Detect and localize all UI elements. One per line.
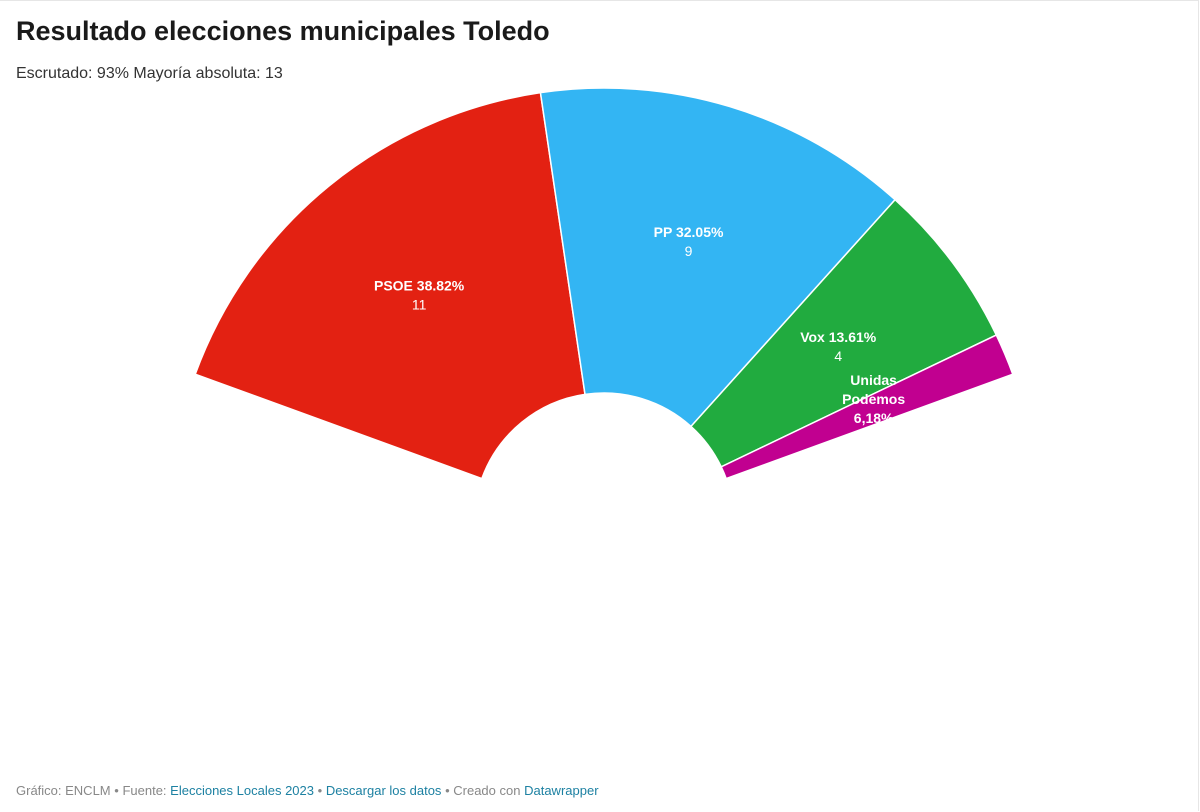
segment-party-label: Unidas [850, 372, 897, 388]
footer-source-link[interactable]: Elecciones Locales 2023 [170, 783, 314, 798]
chart-segments [194, 87, 1014, 480]
segment-seats-label: 4 [834, 348, 842, 364]
footer-download-link[interactable]: Descargar los datos [325, 783, 442, 798]
footer-source-prefix: Fuente: [122, 783, 167, 798]
segment-party-label: Vox 13.61% [800, 329, 877, 345]
chart-title: Resultado elecciones municipales Toledo [16, 16, 550, 46]
segment-party-label: 6,18% [854, 410, 894, 426]
segment-seats-label: 11 [412, 297, 427, 313]
footer-separator: • [445, 783, 450, 798]
segment-party-label: PSOE 38.82% [374, 278, 465, 294]
segment-party-label: Podemos [842, 391, 905, 407]
chart-subtitle: Escrutado: 93% Mayoría absoluta: 13 [16, 65, 283, 82]
footer-created-prefix: Creado con [453, 783, 521, 798]
segment-unidas-podemos[interactable] [720, 334, 1014, 480]
footer-separator: • [317, 783, 323, 798]
footer-tool-link[interactable]: Datawrapper [524, 783, 599, 798]
segment-seats-label: 9 [685, 243, 693, 259]
chart-footer: Gráfico: ENCLM • Fuente: Elecciones Loca… [16, 783, 599, 798]
segment-pp[interactable] [539, 87, 897, 428]
footer-separator: • [114, 783, 119, 798]
chart-labels: PSOE 38.82% 11 PP 32.05% 9 Vox 13.61% 4 Unidas… [374, 224, 905, 445]
footer-credit: Gráfico: ENCLM [16, 783, 111, 798]
segment-seats-label: 1 [870, 429, 878, 445]
segment-psoe[interactable] [194, 91, 586, 480]
segment-party-label: PP 32.05% [654, 224, 724, 240]
